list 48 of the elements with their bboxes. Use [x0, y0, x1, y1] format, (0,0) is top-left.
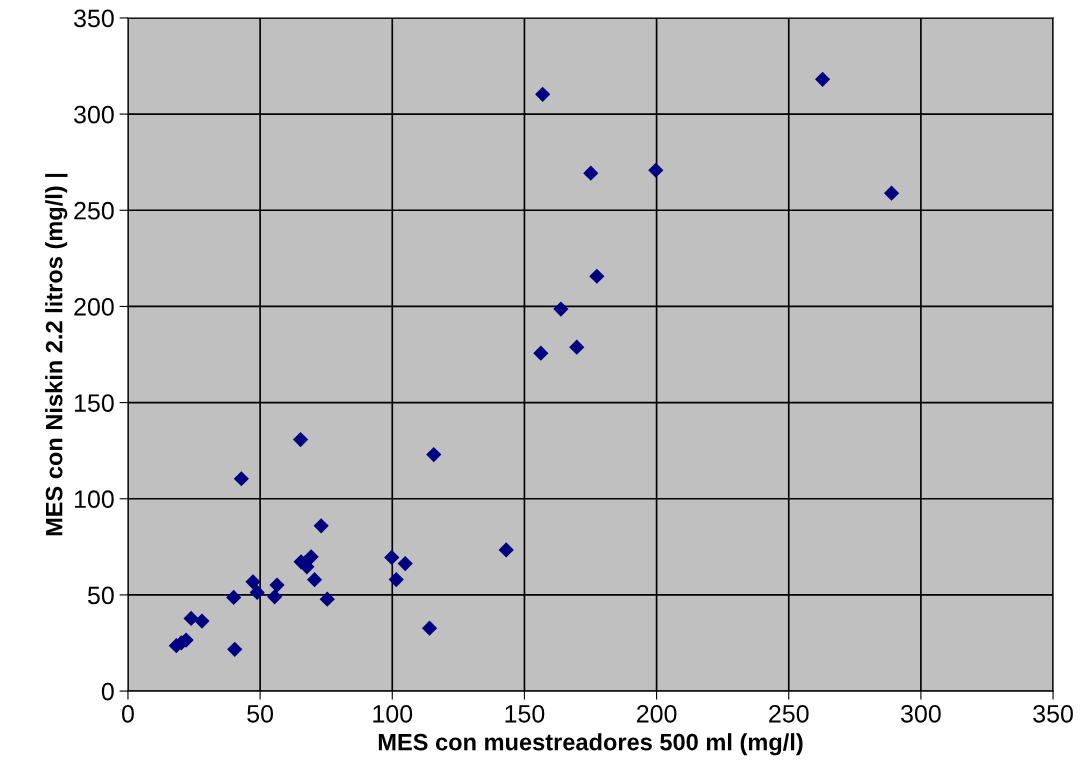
point — [227, 641, 243, 657]
y-tick-label: 200 — [74, 298, 114, 316]
x-tick-label: 300 — [901, 704, 941, 723]
point — [306, 572, 323, 588]
point — [249, 584, 265, 601]
point — [313, 518, 329, 534]
x-tick-label: 150 — [505, 704, 545, 723]
x-tick-label: 50 — [247, 704, 274, 723]
y-tick-label: 300 — [74, 105, 114, 124]
point — [814, 71, 831, 87]
point — [498, 542, 514, 558]
y-tick-label: 150 — [74, 394, 114, 412]
point — [299, 559, 315, 575]
point — [384, 549, 400, 566]
point — [388, 571, 404, 588]
point — [226, 589, 242, 606]
x-tick-label: 0 — [121, 704, 134, 723]
point — [267, 589, 283, 605]
point — [292, 431, 309, 448]
x-axis-title: MES con muestreadores 500 ml (mg/l) — [378, 733, 803, 756]
point — [233, 471, 249, 487]
point — [569, 339, 585, 355]
x-tick-label: 250 — [769, 704, 809, 723]
point — [648, 162, 664, 178]
y-tick-label: 250 — [74, 201, 114, 220]
point — [269, 577, 285, 593]
y-tick-label: 100 — [74, 490, 114, 509]
point — [397, 555, 413, 572]
point — [319, 591, 335, 607]
x-tick-label: 100 — [373, 704, 413, 723]
point — [589, 268, 605, 284]
y-axis-title: MES con Niskin 2.2 litros (mg/l) | — [45, 173, 68, 536]
x-tick-label: 350 — [1033, 704, 1073, 723]
point — [194, 613, 210, 629]
point — [303, 549, 319, 565]
point — [245, 574, 261, 590]
point — [421, 620, 438, 636]
point — [183, 610, 199, 626]
point — [583, 165, 599, 181]
point — [553, 301, 569, 317]
point — [883, 185, 900, 201]
y-tick-label: 350 — [74, 9, 114, 28]
point — [426, 446, 442, 463]
point — [533, 345, 549, 361]
point — [535, 86, 551, 102]
y-tick-label: 50 — [87, 586, 114, 605]
x-tick-label: 200 — [636, 704, 677, 723]
y-tick-label: 0 — [101, 682, 114, 701]
